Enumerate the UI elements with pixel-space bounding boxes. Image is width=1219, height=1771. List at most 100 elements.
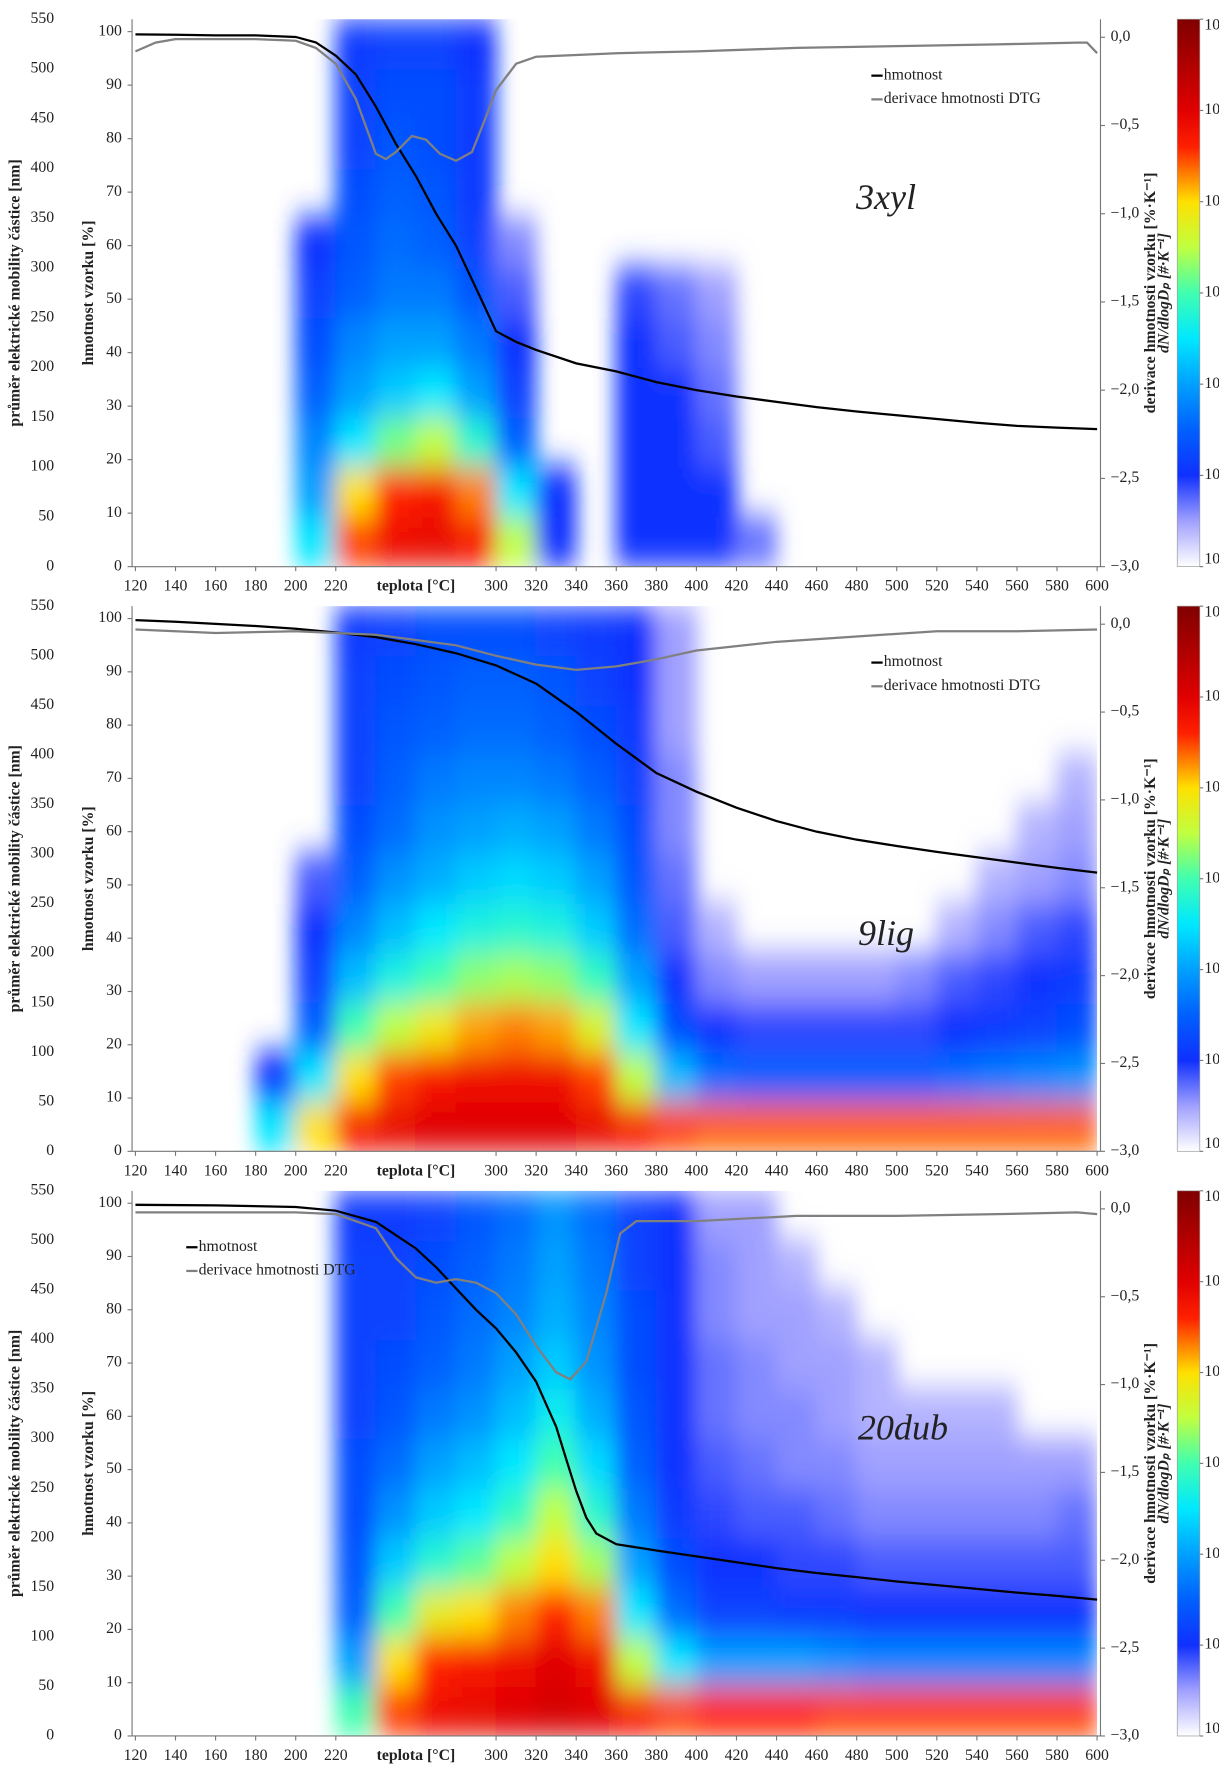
y2-axis-title: derivace hmotnosti vzorku [%·K⁻¹] bbox=[1142, 1343, 1159, 1584]
heat-cell bbox=[976, 1636, 1018, 1687]
heat-cell bbox=[735, 1388, 778, 1440]
colorbar-title: dN/dlogDₚ [#·K⁻¹] bbox=[1155, 819, 1172, 939]
mass-tick-label: 100 bbox=[98, 609, 122, 626]
x-tick-label: 320 bbox=[524, 1162, 548, 1179]
heat-cell bbox=[615, 1685, 657, 1736]
y-tick-label: 50 bbox=[38, 508, 54, 525]
heat-cell bbox=[816, 1289, 858, 1341]
y-tick-label: 200 bbox=[30, 944, 54, 961]
heat-cell bbox=[695, 1388, 738, 1440]
heat-cell bbox=[615, 803, 657, 855]
heat-cell bbox=[575, 1388, 617, 1440]
x-tick-label: 440 bbox=[765, 1162, 789, 1179]
heat-cell bbox=[535, 1190, 577, 1241]
x-tick-label: 420 bbox=[725, 578, 749, 595]
x-tick-label: 180 bbox=[244, 578, 268, 595]
heat-cell bbox=[295, 416, 337, 468]
heat-cell bbox=[535, 1438, 577, 1489]
heat-cell bbox=[375, 853, 417, 905]
x-tick-label: 560 bbox=[1005, 578, 1029, 595]
x-tick-label: 520 bbox=[925, 1162, 949, 1179]
x-tick-label: 120 bbox=[124, 1747, 148, 1764]
heat-cell bbox=[495, 1002, 537, 1053]
heat-cell bbox=[976, 902, 1018, 954]
x-tick-label: 480 bbox=[845, 1162, 869, 1179]
heat-cell bbox=[295, 853, 337, 905]
x-tick-label: 320 bbox=[524, 578, 548, 595]
heat-cell bbox=[655, 1051, 697, 1103]
heat-cell bbox=[375, 267, 417, 319]
colorbar-tick-label: 10⁷ bbox=[1204, 284, 1219, 301]
heat-cell bbox=[1016, 902, 1058, 954]
heat-cell bbox=[535, 1586, 577, 1638]
heat-cell bbox=[695, 1338, 738, 1390]
y2-tick-label: −1,0 bbox=[1111, 791, 1140, 808]
heat-cell bbox=[495, 267, 537, 319]
heat-cell bbox=[976, 1002, 1018, 1053]
heat-cell bbox=[1056, 952, 1098, 1004]
heatmap-cells bbox=[295, 19, 778, 567]
legend-label: derivace hmotnosti DTG bbox=[884, 677, 1041, 694]
heat-cell bbox=[495, 1388, 537, 1440]
heat-cell bbox=[335, 606, 377, 657]
heat-cell bbox=[856, 1338, 898, 1390]
x-tick-label: 580 bbox=[1045, 1747, 1069, 1764]
y2-tick-label: −1,5 bbox=[1111, 878, 1140, 895]
heat-cell bbox=[856, 1051, 898, 1103]
heat-cell bbox=[455, 1685, 497, 1736]
heat-cell bbox=[615, 466, 657, 518]
mass-tick-label: 10 bbox=[106, 1089, 122, 1106]
heat-cell bbox=[455, 1586, 497, 1638]
heat-cell bbox=[1016, 1487, 1058, 1539]
heat-cell bbox=[575, 1190, 617, 1241]
heat-cell bbox=[455, 1051, 497, 1103]
heat-cell bbox=[375, 516, 417, 567]
x-tick-label: 460 bbox=[805, 1162, 829, 1179]
mass-tick-label: 50 bbox=[106, 876, 122, 893]
x-tick-label: 400 bbox=[685, 1747, 709, 1764]
heat-cell bbox=[535, 1101, 577, 1152]
heat-cell bbox=[695, 1002, 738, 1053]
heat-cell bbox=[1016, 803, 1058, 855]
heat-cell bbox=[976, 1487, 1018, 1539]
heat-cell bbox=[655, 655, 697, 706]
x-tick-label: 480 bbox=[845, 1747, 869, 1764]
x-tick-label: 140 bbox=[164, 1747, 188, 1764]
mass-axis-title: hmotnost vzorku [%] bbox=[80, 806, 97, 951]
x-tick-label: 200 bbox=[284, 578, 308, 595]
heat-cell bbox=[655, 1636, 697, 1687]
x-tick-label: 160 bbox=[204, 1162, 228, 1179]
y-tick-label: 0 bbox=[46, 1727, 54, 1744]
y2-tick-label: −2,0 bbox=[1111, 966, 1140, 983]
heat-cell bbox=[575, 952, 617, 1004]
heat-cell bbox=[575, 1101, 617, 1152]
heat-cell bbox=[615, 1636, 657, 1687]
heat-cell bbox=[655, 416, 697, 468]
y2-tick-label: −1,0 bbox=[1111, 204, 1140, 221]
heat-cell bbox=[816, 1685, 858, 1736]
heat-cell bbox=[575, 1537, 617, 1588]
heat-cell bbox=[655, 952, 697, 1004]
y2-tick-label: −0,5 bbox=[1111, 703, 1140, 720]
heat-cell bbox=[375, 167, 417, 219]
x-tick-label: 460 bbox=[805, 578, 829, 595]
heat-cell bbox=[936, 1002, 978, 1053]
heat-cell bbox=[1016, 1438, 1058, 1489]
heat-cell bbox=[455, 1338, 497, 1390]
heat-cell bbox=[375, 1537, 417, 1588]
heat-cell bbox=[1056, 1537, 1098, 1588]
x-tick-label: 380 bbox=[644, 1747, 668, 1764]
x-axis-title: teplota [°C] bbox=[377, 1747, 456, 1764]
annotation: 20dub bbox=[858, 1408, 948, 1448]
heat-cell bbox=[976, 952, 1018, 1004]
x-tick-label: 340 bbox=[564, 1162, 588, 1179]
heat-cell bbox=[335, 416, 377, 468]
heat-cell bbox=[896, 1685, 938, 1736]
heat-cell bbox=[575, 754, 617, 805]
heat-cell bbox=[575, 655, 617, 706]
y-tick-label: 450 bbox=[30, 1281, 54, 1298]
heat-cell bbox=[615, 1239, 657, 1291]
heat-cell bbox=[375, 367, 417, 418]
panel: 120 140 160 180 200 220 300 320 340 360 380 400 420 4… bbox=[6, 1181, 1219, 1763]
